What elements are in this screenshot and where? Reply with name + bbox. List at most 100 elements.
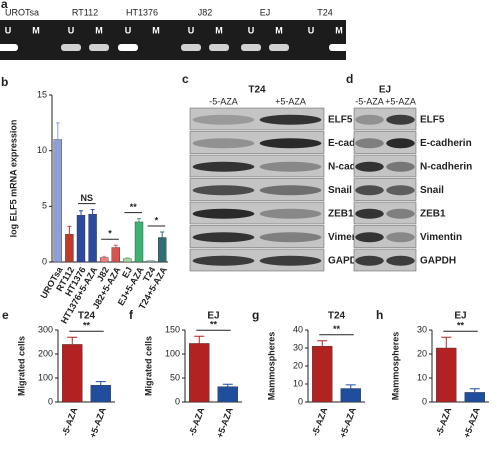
- error-bar: [194, 335, 205, 344]
- x-tick-label: -5-AZA: [60, 406, 80, 438]
- gel-band: [329, 44, 349, 51]
- bar: [62, 344, 83, 403]
- blot-band: [259, 232, 322, 243]
- panel-letter: d: [346, 72, 353, 86]
- significance-label: **: [130, 202, 138, 212]
- blot-band: [192, 161, 255, 172]
- blot-band: [259, 208, 322, 219]
- x-tick-label: +5-AZA: [338, 406, 358, 440]
- condition-label: -5-AZA: [355, 96, 384, 106]
- sample-label: UROTsa: [5, 7, 39, 17]
- bar: [76, 215, 86, 263]
- y-tick-label: 30: [417, 324, 427, 334]
- error-bar: [67, 336, 78, 345]
- protein-label: N-cadherin: [420, 161, 472, 172]
- y-tick-label: 10: [417, 372, 427, 382]
- error-bar: [345, 384, 356, 389]
- lane-label: M: [152, 25, 160, 35]
- blot-title: EJ: [379, 85, 391, 96]
- error-bar: [441, 336, 452, 348]
- significance-label: *: [155, 215, 159, 225]
- x-tick-label: +5-AZA: [88, 406, 108, 440]
- sample-label: T24: [317, 7, 333, 17]
- gel-band: [241, 44, 261, 51]
- chart-title: T24: [78, 311, 96, 322]
- x-tick-label: EJ: [120, 265, 134, 280]
- significance-label: **: [83, 321, 91, 331]
- blot-band: [355, 161, 384, 172]
- protein-label: Vimentin: [420, 232, 462, 243]
- y-tick-label: 10: [293, 378, 303, 388]
- blot-band: [259, 114, 322, 125]
- x-tick-label: +5-AZA: [462, 406, 482, 440]
- gel-band: [118, 44, 138, 51]
- significance-label: NS: [81, 193, 94, 203]
- y-tick-label: 200: [38, 348, 53, 358]
- lane-label: U: [308, 25, 315, 35]
- lane-label: M: [95, 25, 103, 35]
- error-bar: [137, 218, 141, 222]
- bar: [134, 221, 144, 263]
- error-bar: [469, 388, 480, 393]
- protein-label: GAPDH: [420, 255, 456, 266]
- error-bar: [95, 381, 106, 386]
- y-tick-label: 100: [38, 372, 53, 382]
- x-tick-label: -5-AZA: [310, 406, 330, 438]
- significance-label: **: [210, 320, 218, 330]
- error-bar: [148, 259, 153, 261]
- lane-label: M: [275, 25, 283, 35]
- bar: [340, 388, 361, 403]
- blot-band: [355, 232, 384, 243]
- y-tick-label: 50: [170, 372, 180, 382]
- y-tick-label: 0: [175, 396, 180, 406]
- y-tick-label: 0: [48, 396, 53, 406]
- protein-label: E-cadherin: [420, 138, 472, 149]
- blot-band: [355, 185, 384, 196]
- blot-band: [386, 255, 415, 266]
- error-bar: [55, 122, 60, 140]
- y-axis-label: Mammospheres: [266, 332, 276, 401]
- y-tick-label: 15: [37, 89, 47, 99]
- lane-label: M: [215, 25, 223, 35]
- panel-letter: h: [376, 308, 383, 322]
- y-axis-label: Mammospheres: [390, 332, 400, 401]
- condition-label: -5-AZA: [209, 96, 238, 106]
- lane-label: M: [32, 25, 40, 35]
- lane-label: U: [125, 25, 132, 35]
- y-axis-label: log ELF5 mRNA expression: [8, 120, 18, 238]
- sample-label: J82: [198, 7, 213, 17]
- x-tick-label: -5-AZA: [434, 406, 454, 438]
- gel-band: [89, 44, 109, 51]
- y-tick-label: 0: [422, 396, 427, 406]
- panel-letter: c: [182, 72, 189, 86]
- condition-label: +5-AZA: [385, 96, 416, 106]
- y-tick-label: 300: [38, 324, 53, 334]
- protein-label: Vimentin: [328, 232, 370, 243]
- sample-label: HT1376: [126, 7, 158, 17]
- error-bar: [67, 225, 72, 235]
- bar: [65, 233, 74, 263]
- sample-label: RT112: [72, 7, 98, 17]
- significance-label: **: [333, 324, 341, 334]
- bar: [53, 139, 62, 263]
- error-bar: [317, 340, 328, 347]
- blot-band: [386, 161, 415, 172]
- lane-label: U: [5, 25, 12, 35]
- error-bar: [222, 383, 233, 387]
- y-tick-label: 30: [293, 342, 303, 352]
- bar: [217, 386, 238, 403]
- bar: [189, 343, 210, 403]
- bar: [123, 258, 132, 263]
- error-bar: [102, 255, 107, 258]
- bar: [157, 237, 167, 263]
- y-tick-label: 20: [293, 360, 303, 370]
- bar: [146, 260, 155, 263]
- error-bar: [90, 209, 95, 215]
- chart-title: EJ: [207, 311, 219, 322]
- blot-band: [386, 114, 415, 125]
- sample-label: EJ: [260, 7, 271, 17]
- panel-letter: f: [129, 308, 134, 322]
- panel-letter: e: [2, 308, 9, 322]
- bar: [111, 247, 121, 263]
